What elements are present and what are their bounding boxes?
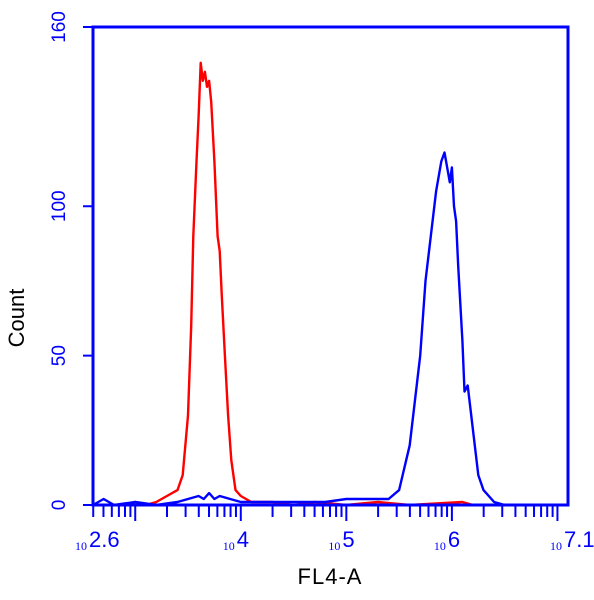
y-tick-label: 100 <box>49 190 70 222</box>
histogram-series-1 <box>93 61 568 507</box>
y-tick-label: 50 <box>49 345 70 366</box>
x-tick-label-base: 10 <box>550 539 562 553</box>
x-tick-label-base: 10 <box>434 539 446 553</box>
x-tick-label: 10 2.6 <box>75 527 120 553</box>
x-tick-label-exponent: 6 <box>448 527 460 552</box>
x-tick-label-exponent: 4 <box>237 527 249 552</box>
x-tick-label-exponent: 7.1 <box>564 527 594 552</box>
series-layer <box>92 61 568 507</box>
x-tick-label: 10 5 <box>328 527 354 553</box>
x-axis-ticks <box>92 505 559 521</box>
x-axis-tick-labels: 10 2.6 10 4 10 5 10 6 10 7.1 <box>75 527 594 553</box>
y-axis-tick-labels: 0 50 100 160 <box>49 11 70 510</box>
x-tick-label-base: 10 <box>75 539 87 553</box>
histogram-series-2 <box>92 151 568 507</box>
x-tick-label-base: 10 <box>328 539 340 553</box>
x-tick-label-base: 10 <box>223 539 235 553</box>
x-tick-label: 10 7.1 <box>550 527 594 553</box>
x-tick-label: 10 6 <box>434 527 460 553</box>
y-tick-label: 0 <box>49 500 70 511</box>
x-axis-label: FL4-A <box>298 564 363 589</box>
y-axis-label: Count <box>4 289 29 348</box>
x-tick-label-exponent: 5 <box>342 527 354 552</box>
x-tick-label-exponent: 2.6 <box>89 527 120 552</box>
y-tick-label: 160 <box>49 11 70 43</box>
x-tick-label: 10 4 <box>223 527 249 553</box>
plot-frame <box>91 25 570 507</box>
y-axis-ticks <box>83 26 93 506</box>
